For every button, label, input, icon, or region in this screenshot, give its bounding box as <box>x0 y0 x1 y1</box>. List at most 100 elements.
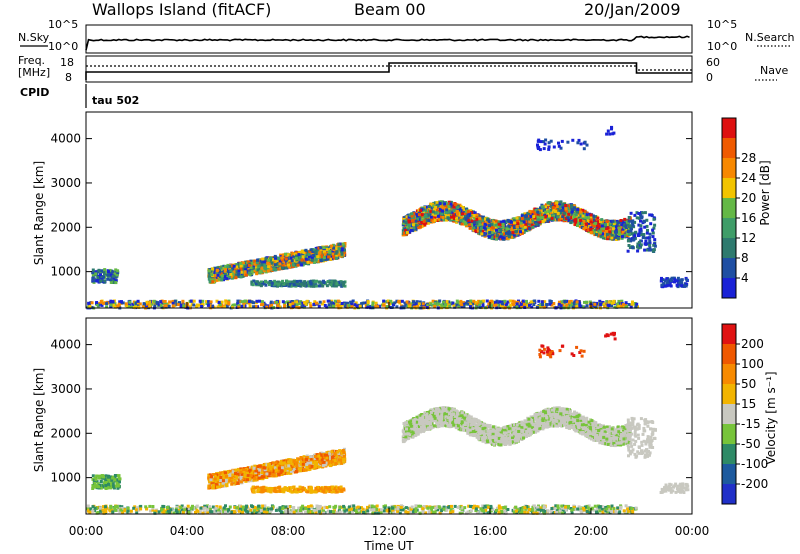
range-gate-cell <box>557 302 561 306</box>
range-gate-cell <box>164 304 168 308</box>
range-gate-cell <box>182 304 186 308</box>
range-gate-cell <box>353 303 357 307</box>
range-gate-cell <box>555 217 559 221</box>
range-gate-cell <box>303 300 307 304</box>
range-gate-cell <box>489 304 493 308</box>
range-gate-cell <box>462 302 466 306</box>
range-gate-cell <box>109 303 113 307</box>
nsky-trace <box>85 35 690 51</box>
range-gate-cell <box>257 264 261 268</box>
range-gate-cell <box>321 258 325 262</box>
range-gate-cell <box>160 305 164 309</box>
range-gate-cell <box>543 216 547 220</box>
range-gate-cell <box>398 299 401 303</box>
range-gate-cell <box>452 205 456 209</box>
range-gate-cell <box>635 302 639 306</box>
range-gate-cell <box>478 305 482 309</box>
range-gate-cell <box>609 220 613 224</box>
range-gate-cell <box>366 305 370 309</box>
range-gate-cell <box>229 273 233 276</box>
range-gate-cell <box>215 278 219 282</box>
range-gate-cell <box>568 300 571 304</box>
range-gate-cell <box>544 305 548 309</box>
range-gate-cell <box>630 303 634 307</box>
range-gate-cell <box>495 228 498 232</box>
range-gate-cell <box>586 228 590 231</box>
range-gate-cell <box>420 221 424 224</box>
range-gate-cell <box>239 275 243 279</box>
range-gate-cell <box>389 299 392 303</box>
range-gate-cell <box>568 215 572 219</box>
range-gate-cell <box>578 304 582 308</box>
range-gate-cell <box>98 275 102 278</box>
range-gate-cell <box>540 203 544 207</box>
range-gate-cell <box>300 304 304 308</box>
range-gate-cell <box>595 231 599 235</box>
range-gate-cell <box>442 218 446 222</box>
range-gate-cell <box>412 212 416 216</box>
range-gate-cell <box>385 305 389 309</box>
range-gate-cell <box>377 304 381 308</box>
date-title: 20/Jan/2009 <box>584 0 681 19</box>
range-gate-cell <box>255 261 259 264</box>
range-gate-cell <box>530 305 534 309</box>
range-gate-cell <box>270 281 274 285</box>
nsearch-label: N.Search <box>745 31 795 44</box>
range-gate-cell <box>322 256 326 260</box>
nave-trace <box>86 65 692 71</box>
range-gate-cell <box>557 305 561 309</box>
freq-unit-label: [MHz] <box>18 66 50 79</box>
range-gate-cell <box>509 303 513 307</box>
range-gate-cell <box>531 225 535 229</box>
range-gate-cell <box>264 270 268 274</box>
range-gate-cell <box>591 214 595 218</box>
range-gate-cell <box>453 305 457 309</box>
range-gate-cell <box>231 272 235 276</box>
nave-bottom-tick: 0 <box>706 71 713 84</box>
range-gate-cell <box>403 301 407 305</box>
range-gate-cell <box>335 250 339 254</box>
range-gate-cell <box>505 231 508 235</box>
range-gate-cell <box>476 229 480 233</box>
range-gate-cell <box>437 217 441 221</box>
range-gate-cell <box>592 218 596 222</box>
range-gate-cell <box>536 213 540 217</box>
range-gate-cell <box>616 302 619 306</box>
nsky-label: N.Sky <box>18 31 50 44</box>
range-gate-cell <box>475 300 479 304</box>
range-gate-cell <box>153 304 157 308</box>
range-gate-cell <box>294 281 298 285</box>
range-gate-cell <box>596 225 600 229</box>
range-gate-cell <box>256 258 260 262</box>
range-gate-cell <box>201 299 205 303</box>
range-gate-cell <box>330 301 334 305</box>
range-gate-cell <box>601 228 605 232</box>
range-gate-cell <box>270 261 274 265</box>
range-gate-cell <box>559 304 563 308</box>
range-gate-cell <box>583 210 587 214</box>
range-gate-cell <box>269 300 273 304</box>
range-gate-cell <box>210 305 214 308</box>
range-gate-cell <box>621 305 625 309</box>
range-gate-cell <box>105 302 109 306</box>
range-gate-cell <box>332 304 335 308</box>
range-gate-cell <box>223 305 227 309</box>
range-gate-cell <box>402 221 406 225</box>
range-gate-cell <box>505 304 508 307</box>
range-gate-cell <box>454 213 458 217</box>
range-gate-cell <box>179 303 183 307</box>
range-gate-cell <box>559 211 563 215</box>
range-gate-cell <box>543 300 547 304</box>
range-gate-cell <box>136 303 140 307</box>
range-gate-cell <box>265 305 269 309</box>
range-gate-cell <box>251 283 255 287</box>
range-gate-cell <box>269 256 273 260</box>
range-gate-cell <box>87 301 91 305</box>
range-gate-cell <box>330 244 334 248</box>
range-gate-cell <box>91 268 95 272</box>
range-gate-cell <box>501 222 505 226</box>
range-gate-cell <box>564 305 568 308</box>
range-gate-cell <box>502 219 506 223</box>
range-gate-cell <box>270 303 274 307</box>
range-gate-cell <box>575 304 579 308</box>
